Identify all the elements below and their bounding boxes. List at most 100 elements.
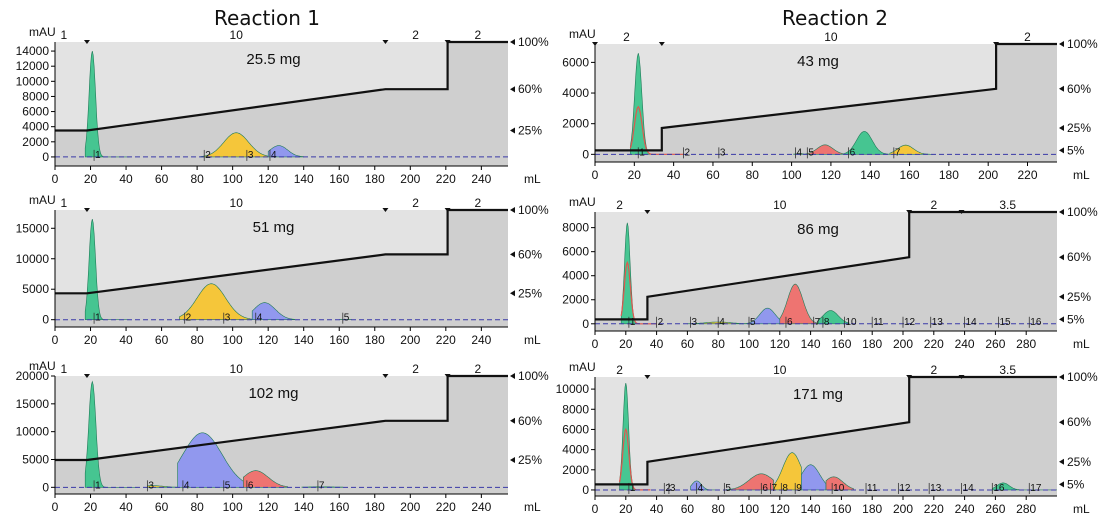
fraction-label-7: 7 bbox=[895, 147, 901, 158]
right-tick bbox=[1059, 316, 1064, 323]
right-tick-label: 5% bbox=[1067, 312, 1085, 326]
x-tick-label: 0 bbox=[52, 333, 59, 347]
y-tick-label: 8000 bbox=[562, 402, 589, 416]
x-tick-label: 120 bbox=[821, 168, 841, 182]
fraction-label-3: 3 bbox=[691, 317, 697, 328]
x-axis-label: mL bbox=[1073, 502, 1090, 516]
x-tick-label: 80 bbox=[190, 500, 204, 514]
fraction-label-1: 1 bbox=[630, 317, 636, 328]
x-tick-label: 180 bbox=[862, 502, 882, 516]
right-tick-label: 60% bbox=[518, 414, 542, 428]
x-tick-label: 200 bbox=[400, 500, 420, 514]
x-tick-label: 160 bbox=[329, 333, 349, 347]
fraction-label-15: 15 bbox=[999, 317, 1011, 328]
right-tick bbox=[1059, 419, 1064, 426]
right-tick-label: 5% bbox=[1067, 143, 1085, 157]
x-tick-label: 120 bbox=[770, 502, 790, 516]
y-axis-label: mAU bbox=[569, 360, 596, 374]
x-tick-label: 160 bbox=[831, 502, 851, 516]
fraction-label-2: 2 bbox=[658, 317, 664, 328]
x-tick-label: 280 bbox=[1016, 502, 1036, 516]
top-label: 2 bbox=[930, 363, 937, 377]
fraction-label-4: 4 bbox=[797, 147, 803, 158]
y-tick-label: 0 bbox=[42, 150, 49, 164]
fraction-label-11: 11 bbox=[873, 317, 884, 328]
x-tick-label: 0 bbox=[52, 172, 59, 186]
peak-4 bbox=[817, 310, 850, 325]
right-tick-label: 60% bbox=[1067, 415, 1091, 429]
x-tick-label: 200 bbox=[400, 333, 420, 347]
fraction-label-1: 1 bbox=[639, 147, 645, 158]
x-tick-label: 0 bbox=[52, 500, 59, 514]
top-label: 2 bbox=[412, 28, 419, 42]
x-tick-label: 240 bbox=[471, 333, 491, 347]
top-marker bbox=[382, 208, 389, 212]
x-tick-label: 220 bbox=[436, 333, 456, 347]
y-axis-label: mAU bbox=[29, 25, 56, 39]
x-tick-label: 180 bbox=[365, 333, 385, 347]
top-label: 2 bbox=[474, 196, 481, 210]
x-tick-label: 220 bbox=[1017, 168, 1037, 182]
x-tick-label: 0 bbox=[592, 168, 599, 182]
x-tick-label: 100 bbox=[739, 337, 759, 351]
x-tick-label: 40 bbox=[119, 500, 133, 514]
y-tick-label: 6000 bbox=[22, 105, 49, 119]
fraction-label-14: 14 bbox=[966, 317, 978, 328]
peak-4 bbox=[773, 452, 802, 491]
gradient-line bbox=[55, 374, 508, 462]
y-tick-label: 2000 bbox=[562, 117, 589, 131]
right-tick bbox=[1059, 458, 1064, 465]
top-marker bbox=[444, 374, 451, 378]
x-tick-label: 180 bbox=[939, 168, 959, 182]
top-label: 10 bbox=[230, 28, 244, 42]
top-marker bbox=[993, 42, 1000, 46]
y-tick-label: 0 bbox=[42, 313, 49, 327]
x-tick-label: 220 bbox=[924, 502, 944, 516]
x-tick-label: 240 bbox=[955, 502, 975, 516]
peak-2 bbox=[200, 132, 269, 158]
peak-5 bbox=[801, 464, 827, 491]
x-tick-label: 60 bbox=[681, 502, 695, 516]
right-tick-label: 25% bbox=[518, 453, 542, 467]
fraction-label-2: 2 bbox=[186, 313, 192, 324]
x-tick-label: 20 bbox=[619, 337, 633, 351]
peak-3 bbox=[727, 473, 774, 491]
fraction-label-2: 2 bbox=[665, 483, 671, 494]
peak-3 bbox=[267, 145, 305, 158]
x-axis-label: mL bbox=[524, 172, 541, 186]
top-label: 10 bbox=[824, 30, 838, 44]
top-label: 2 bbox=[623, 30, 630, 44]
fraction-label-9: 9 bbox=[796, 483, 802, 494]
x-tick-label: 80 bbox=[712, 502, 726, 516]
y-axis-label: mAU bbox=[569, 27, 596, 41]
fraction-label-5: 5 bbox=[750, 317, 756, 328]
fraction-label-3: 3 bbox=[720, 147, 726, 158]
peak-2 bbox=[742, 307, 781, 325]
top-marker bbox=[906, 375, 913, 379]
top-label: 1 bbox=[61, 362, 68, 376]
x-tick-label: 240 bbox=[471, 500, 491, 514]
x-tick-label: 40 bbox=[650, 337, 664, 351]
top-label: 2 bbox=[1024, 30, 1031, 44]
y-tick-label: 0 bbox=[42, 480, 49, 494]
top-marker bbox=[958, 375, 965, 379]
right-tick bbox=[510, 373, 515, 379]
fraction-label-2: 2 bbox=[684, 147, 690, 158]
fraction-label-3: 3 bbox=[670, 483, 676, 494]
fraction-label-8: 8 bbox=[824, 317, 830, 328]
top-label: 1 bbox=[61, 28, 68, 42]
x-tick-label: 40 bbox=[667, 168, 681, 182]
fraction-label-8: 8 bbox=[782, 483, 788, 494]
panel-title: 25.5 mg bbox=[246, 51, 300, 68]
x-tick-label: 100 bbox=[223, 172, 243, 186]
fraction-label-13: 13 bbox=[930, 483, 942, 494]
fraction-label-4: 4 bbox=[257, 313, 263, 324]
y-tick-label: 5000 bbox=[22, 452, 49, 466]
x-tick-label: 160 bbox=[329, 172, 349, 186]
top-label: 2 bbox=[616, 198, 623, 212]
right-tick bbox=[1059, 147, 1064, 154]
x-tick-label: 140 bbox=[294, 500, 314, 514]
peak-3 bbox=[251, 302, 296, 321]
